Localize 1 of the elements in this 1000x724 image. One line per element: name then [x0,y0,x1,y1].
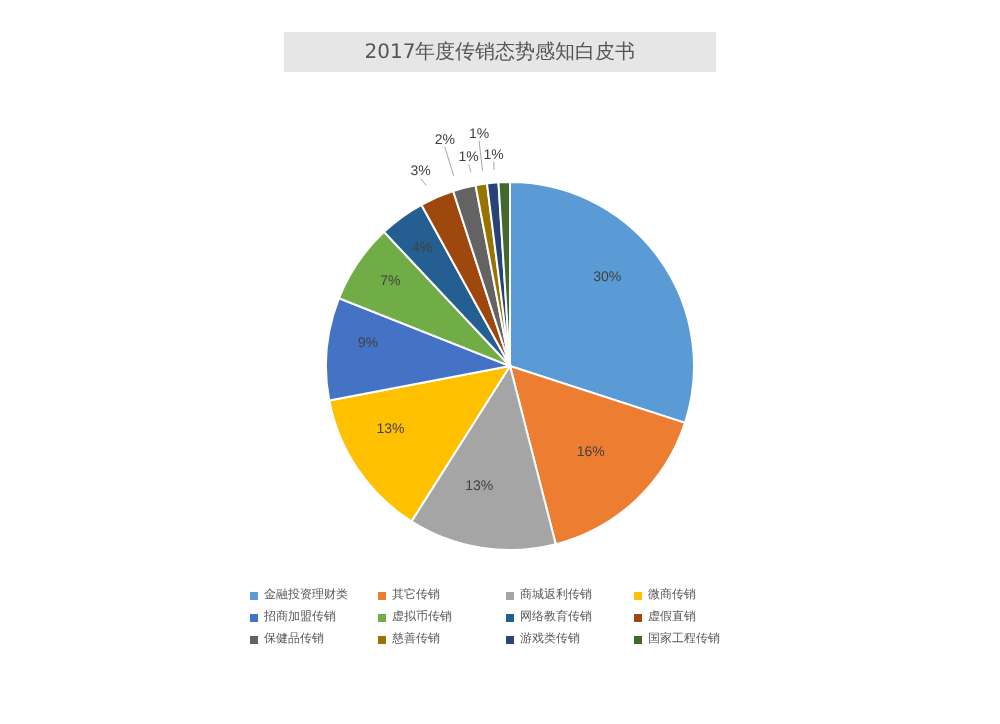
chart-title: 2017年度传销态势感知白皮书 [284,32,716,72]
